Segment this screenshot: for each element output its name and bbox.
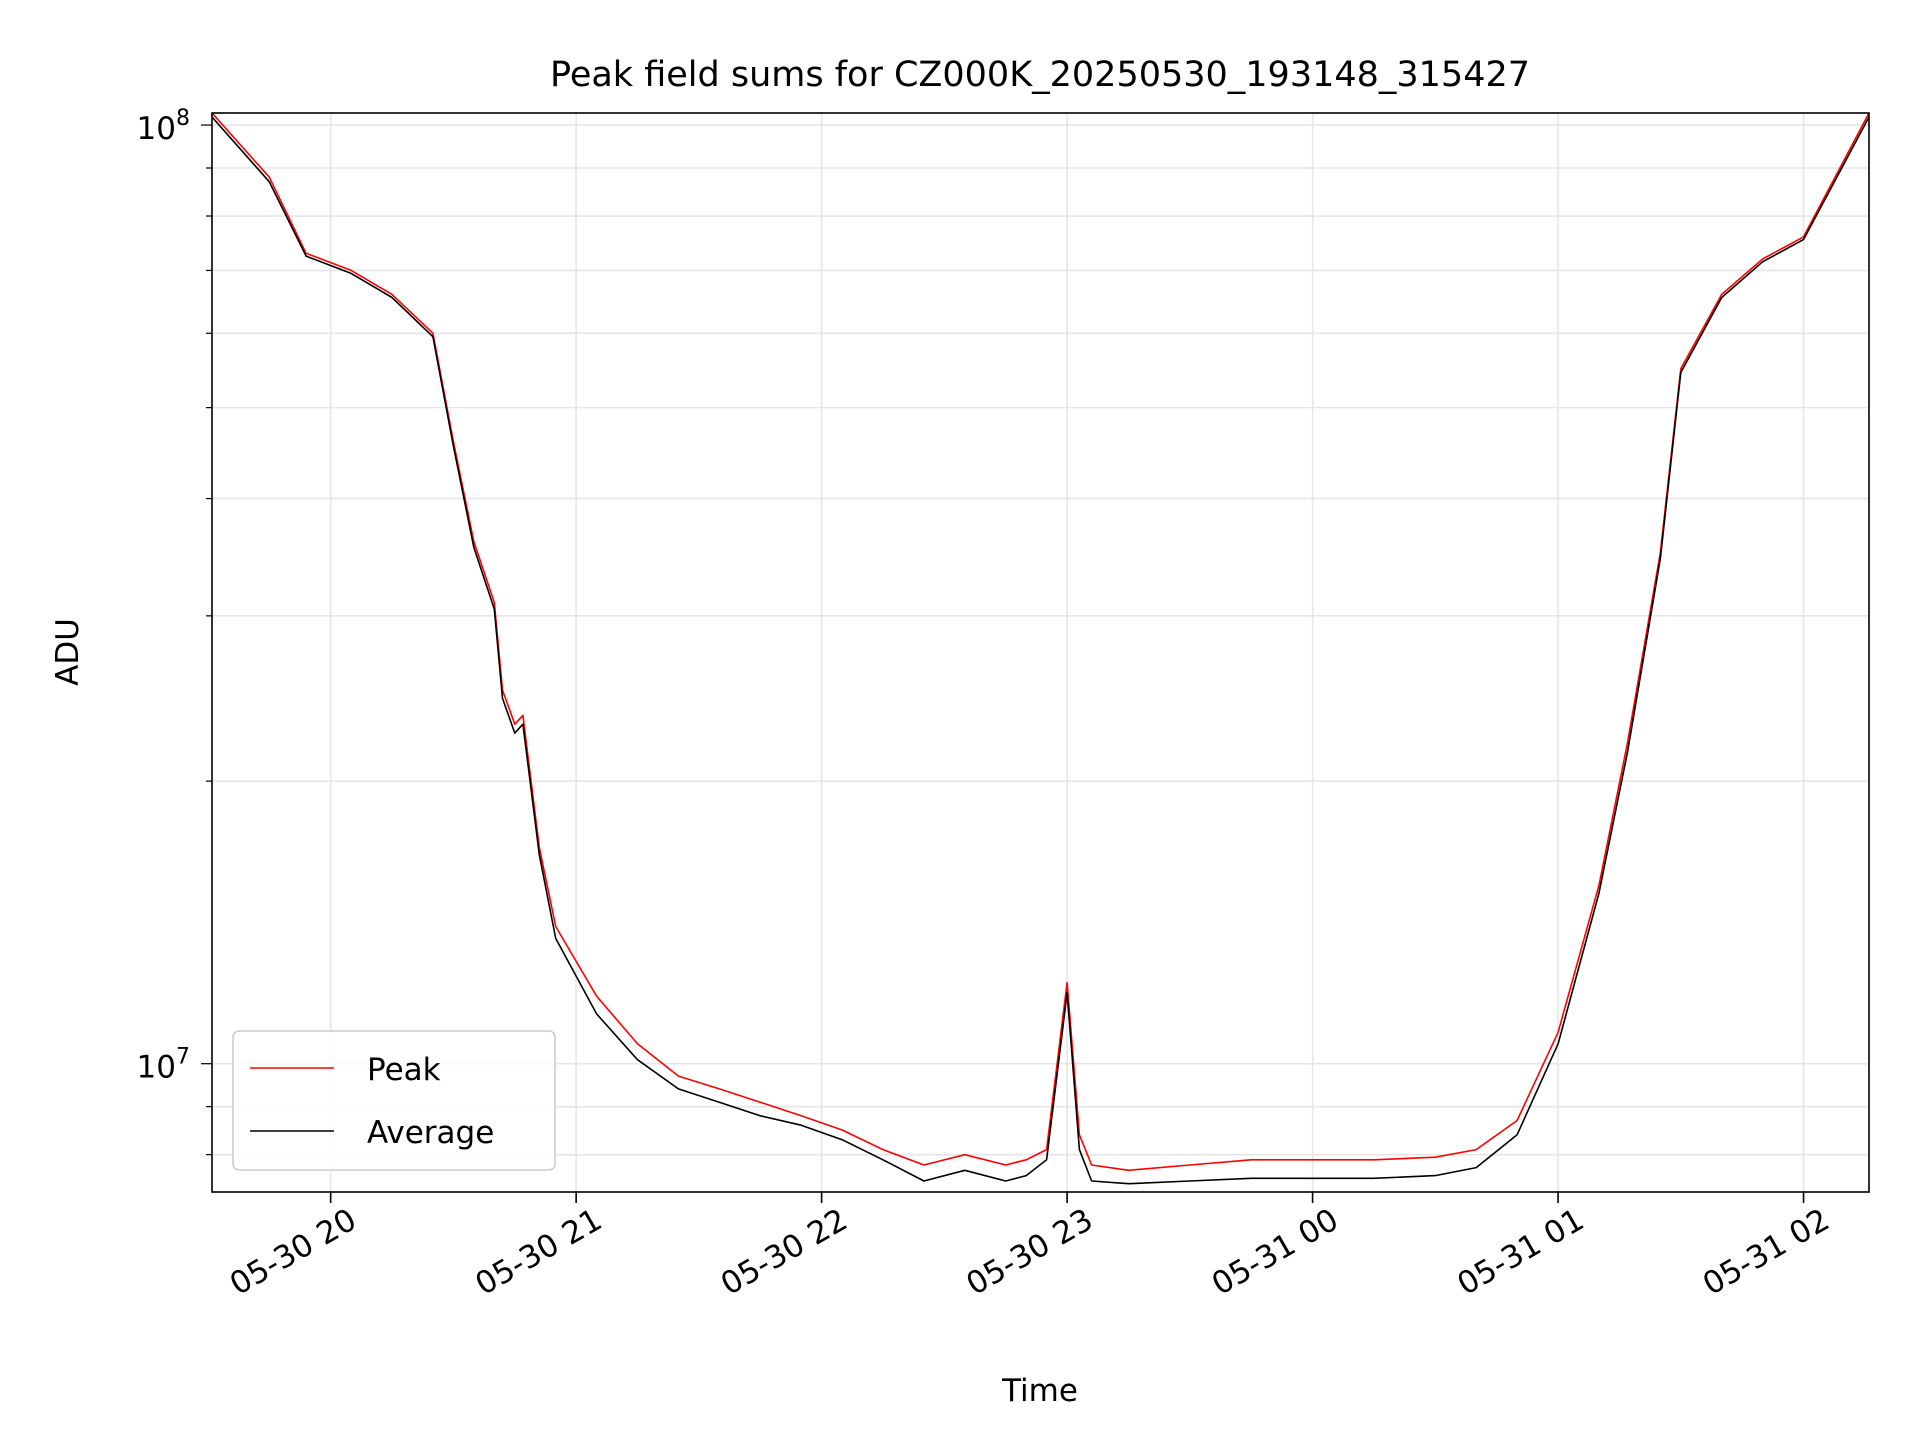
y-tick-label: 108: [137, 106, 190, 147]
y-tick-label: 107: [137, 1045, 190, 1086]
x-tick-label: 05-30 20: [224, 1202, 363, 1303]
y-axis-label: ADU: [50, 618, 86, 686]
grid: [212, 113, 1869, 1192]
legend-box: [232, 1030, 556, 1171]
series-line-peak: [212, 113, 1869, 1172]
series-line-average: [212, 116, 1869, 1185]
y-tick-base: 10: [137, 1050, 176, 1086]
legend: Peak Average: [232, 1030, 556, 1171]
legend-label-peak: Peak: [367, 1052, 441, 1088]
x-tick-label: 05-30 21: [469, 1202, 608, 1303]
y-tick-base: 10: [137, 111, 176, 147]
series-layer: [212, 113, 1869, 1185]
plot-frame: [211, 112, 1870, 1193]
x-tick-label: 05-31 02: [1697, 1202, 1836, 1303]
x-axis-label: Time: [1001, 1373, 1078, 1409]
y-tick-exponent: 7: [176, 1045, 190, 1070]
x-tick-label: 05-30 23: [960, 1202, 1099, 1303]
x-tick-label: 05-30 22: [715, 1202, 854, 1303]
chart-title: Peak field sums for CZ000K_20250530_1931…: [550, 55, 1530, 95]
x-tick-label: 05-31 00: [1206, 1202, 1345, 1303]
x-tick-label: 05-31 01: [1451, 1202, 1590, 1303]
legend-label-average: Average: [367, 1115, 494, 1151]
y-tick-exponent: 8: [176, 106, 190, 131]
